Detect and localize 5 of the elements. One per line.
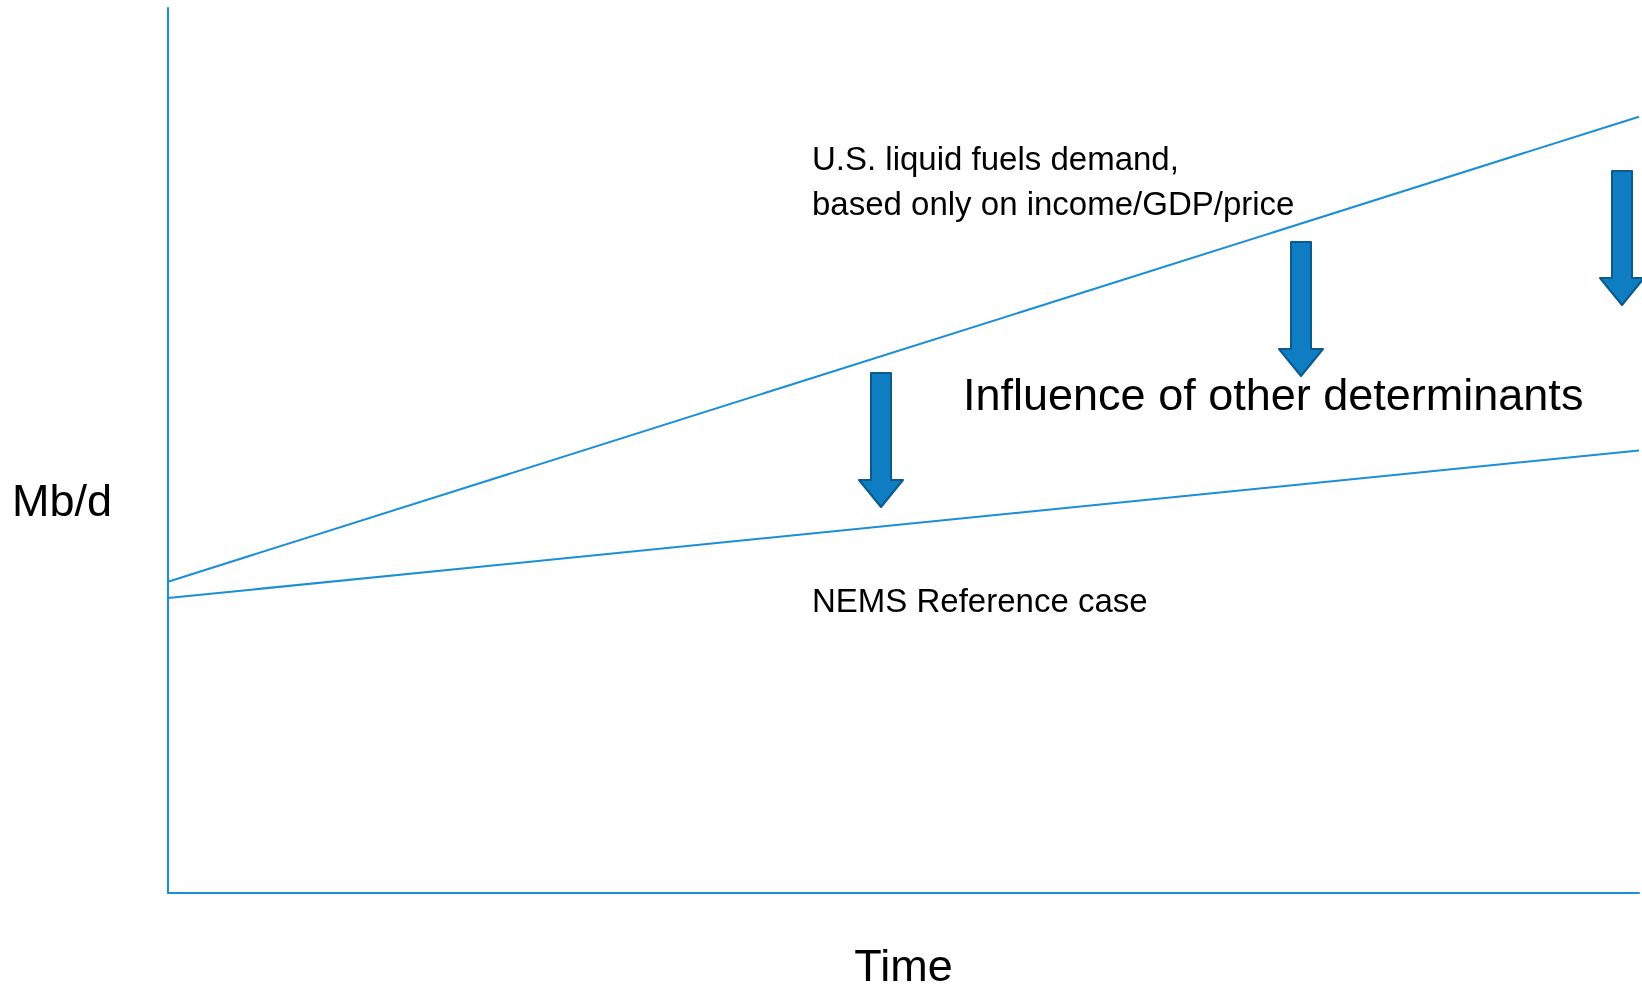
y-axis-title: Mb/d bbox=[12, 475, 113, 526]
x-axis-title: Time bbox=[854, 940, 953, 991]
series-label: U.S. liquid fuels demand, based only on income/GDP/price bbox=[812, 140, 1295, 222]
annotation: Influence of other determinants bbox=[963, 369, 1584, 420]
series-label: NEMS Reference case bbox=[812, 582, 1148, 619]
